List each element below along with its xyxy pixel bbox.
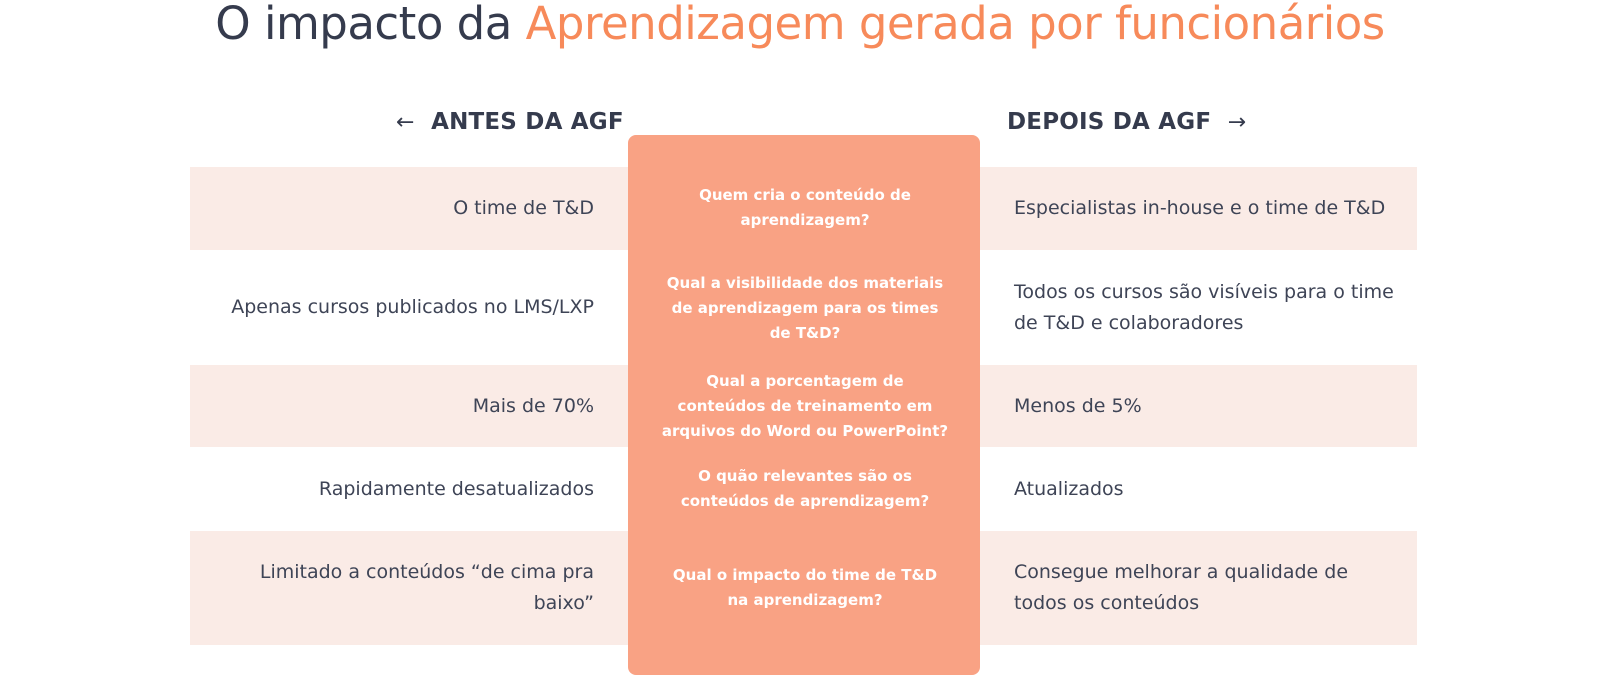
arrow-right-icon: →: [1227, 110, 1247, 135]
column-header-after-label: DEPOIS DA AGF: [1007, 109, 1212, 135]
before-cell-1: O time de T&D: [453, 197, 594, 219]
before-cell-2: Apenas cursos publicados no LMS/LXP: [231, 296, 594, 318]
after-cell-1: Especialistas in-house e o time de T&D: [1014, 197, 1386, 219]
column-header-after: DEPOIS DA AGF →: [1007, 107, 1246, 138]
title-accent: Aprendizagem gerada por funcionários: [525, 0, 1386, 50]
before-cell-3: Mais de 70%: [472, 394, 594, 417]
before-cell-4: Rapidamente desatualizados: [318, 477, 594, 500]
page-title: O impacto da Aprendizagem gerada por fun…: [0, 0, 1600, 48]
title-prefix: O impacto da: [215, 0, 512, 50]
question-cell-3: Qual a porcentagem de conteúdos de trein…: [661, 371, 949, 440]
after-cell-4: Atualizados: [1014, 477, 1124, 500]
column-header-before-label: ANTES DA AGF: [431, 109, 624, 135]
before-cell-5: Limitado a conteúdos “de cima pra baixo”: [259, 561, 594, 614]
after-cell-3: Menos de 5%: [1014, 394, 1142, 417]
question-cell-5: Qual o impacto do time de T&D na aprendi…: [672, 566, 938, 609]
question-cell-1: Quem cria o conteúdo de aprendizagem?: [699, 186, 911, 229]
after-cell-5: Consegue melhorar a qualidade de todos o…: [1014, 561, 1349, 614]
question-cell-4: O quão relevantes são os conteúdos de ap…: [680, 467, 930, 510]
questions-panel: [628, 135, 980, 675]
arrow-left-icon: ←: [396, 110, 415, 135]
after-cell-2: Todos os cursos são visíveis para o time…: [1014, 280, 1394, 334]
question-cell-2: Qual a visibilidade dos materiais de apr…: [666, 273, 944, 342]
column-header-before: ← ANTES DA AGF: [396, 107, 624, 138]
